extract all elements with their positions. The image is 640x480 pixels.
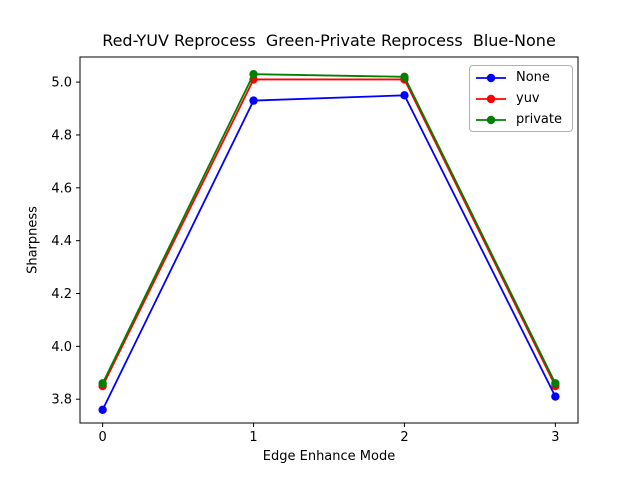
- x-tick-label: 3: [551, 430, 559, 445]
- y-tick-label: 4.0: [51, 340, 72, 355]
- y-tick-label: 3.8: [51, 393, 72, 408]
- series-marker-private: [400, 72, 409, 82]
- series-marker-private: [551, 379, 560, 388]
- axes-frame: [79, 56, 579, 424]
- y-tick-label: 4.8: [51, 128, 72, 143]
- y-tick-label: 4.4: [51, 234, 72, 249]
- chart-title: Red-YUV Reprocess Green-Private Reproces…: [102, 31, 556, 50]
- legend-label-yuv: yuv: [516, 91, 540, 106]
- series-line-yuv: [101, 78, 557, 387]
- x-tick-label: 0: [98, 430, 106, 445]
- y-tick-label: 5.0: [51, 76, 72, 91]
- legend-swatch-line-marker-icon: [476, 73, 506, 82]
- series-line-private: [101, 73, 557, 384]
- legend-entry-yuv: yuv: [475, 88, 567, 109]
- x-axis-label: Edge Enhance Mode: [262, 449, 396, 464]
- series-marker-None: [249, 96, 258, 105]
- legend-label-private: private: [516, 112, 562, 127]
- y-axis-label: Sharpness: [25, 206, 41, 274]
- y-tick-label: 4.6: [51, 181, 72, 196]
- y-tick-label: 4.2: [51, 287, 72, 302]
- x-tick-label: 1: [249, 430, 257, 445]
- legend-label-none: None: [516, 70, 550, 85]
- series-marker-private: [249, 69, 258, 79]
- legend-swatch-line-marker-icon: [476, 115, 506, 124]
- series-marker-None: [551, 392, 560, 401]
- series-marker-private: [98, 379, 107, 388]
- series-marker-None: [98, 405, 107, 414]
- legend-entry-none: None: [475, 67, 567, 88]
- legend: None yuv private: [469, 65, 573, 132]
- legend-swatch-line-marker-icon: [476, 94, 506, 103]
- series-line-None: [101, 94, 557, 411]
- x-tick-label: 2: [400, 430, 408, 445]
- legend-entry-private: private: [475, 109, 567, 130]
- series-marker-None: [400, 91, 409, 100]
